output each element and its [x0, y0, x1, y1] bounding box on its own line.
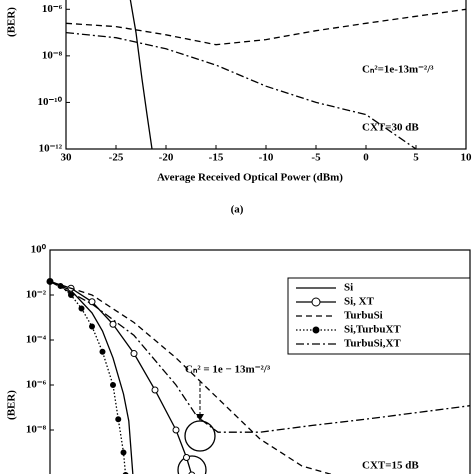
marker: [115, 416, 122, 423]
series-line: [49, 280, 333, 474]
x-tick-label: 30: [61, 152, 73, 164]
annotation: CXT=30 dB: [362, 122, 419, 134]
annotation: CXT=15 dB: [362, 460, 419, 472]
y-tick-label: 10⁻⁸: [42, 49, 63, 61]
legend-label: Si, XT: [344, 296, 375, 308]
marker: [120, 449, 127, 456]
y-tick-label: 10⁻⁴: [26, 334, 47, 346]
marker: [109, 320, 117, 328]
y-axis-label: (BER): [6, 390, 18, 420]
legend-label: Si: [344, 282, 353, 294]
x-tick-label: -5: [311, 152, 321, 164]
y-axis-label: (BER): [6, 7, 18, 37]
marker: [68, 292, 74, 298]
marker: [110, 382, 116, 388]
highlight-circle: [184, 420, 216, 452]
marker: [57, 283, 64, 290]
y-tick-label: 10⁻⁸: [26, 424, 47, 436]
x-tick-label: -10: [259, 152, 274, 164]
marker: [99, 348, 106, 355]
plot-frame: [49, 249, 471, 474]
legend-marker: [312, 326, 320, 334]
x-tick-label: -15: [209, 152, 224, 164]
x-tick-label: 5: [413, 152, 419, 164]
marker: [78, 305, 85, 312]
arrow-head: [196, 414, 204, 421]
x-tick-label: -25: [109, 152, 124, 164]
annotation: Cₙ²=1e-13m⁻²/³: [362, 64, 434, 76]
series-line: [49, 280, 471, 433]
annotation: Cₙ² = 1e − 13m⁻²/³: [185, 364, 271, 376]
marker: [88, 298, 96, 306]
marker: [172, 426, 180, 434]
legend-label: TurbuSi: [344, 310, 383, 322]
x-axis-label: Average Received Optical Power (dBm): [157, 172, 343, 184]
series-line: [65, 8, 467, 46]
marker: [47, 278, 53, 285]
legend-marker: [311, 297, 321, 307]
legend-label: TurbuSi,XT: [344, 338, 401, 350]
caption: (a): [231, 204, 244, 216]
y-tick-label: 10⁻⁶: [42, 3, 63, 15]
marker: [130, 350, 138, 358]
y-tick-label: 10⁻¹⁰: [37, 96, 62, 108]
legend-label: Si,TurbuXT: [344, 324, 401, 336]
series-line: [49, 280, 127, 474]
series-line: [49, 280, 134, 474]
highlight-circle: [177, 455, 207, 474]
series-line: [65, 31, 417, 150]
y-tick-label: 10⁻¹²: [39, 143, 63, 155]
series-line: [129, 0, 153, 150]
marker: [151, 386, 159, 394]
marker: [89, 323, 95, 330]
marker: [183, 453, 190, 461]
x-tick-label: 10: [461, 152, 473, 164]
x-tick-label: 0: [363, 152, 369, 164]
x-tick-label: -20: [159, 152, 174, 164]
y-tick-label: 10⁻⁶: [26, 379, 47, 391]
y-tick-label: 10⁰: [31, 244, 47, 256]
y-tick-label: 10⁻²: [26, 289, 47, 301]
